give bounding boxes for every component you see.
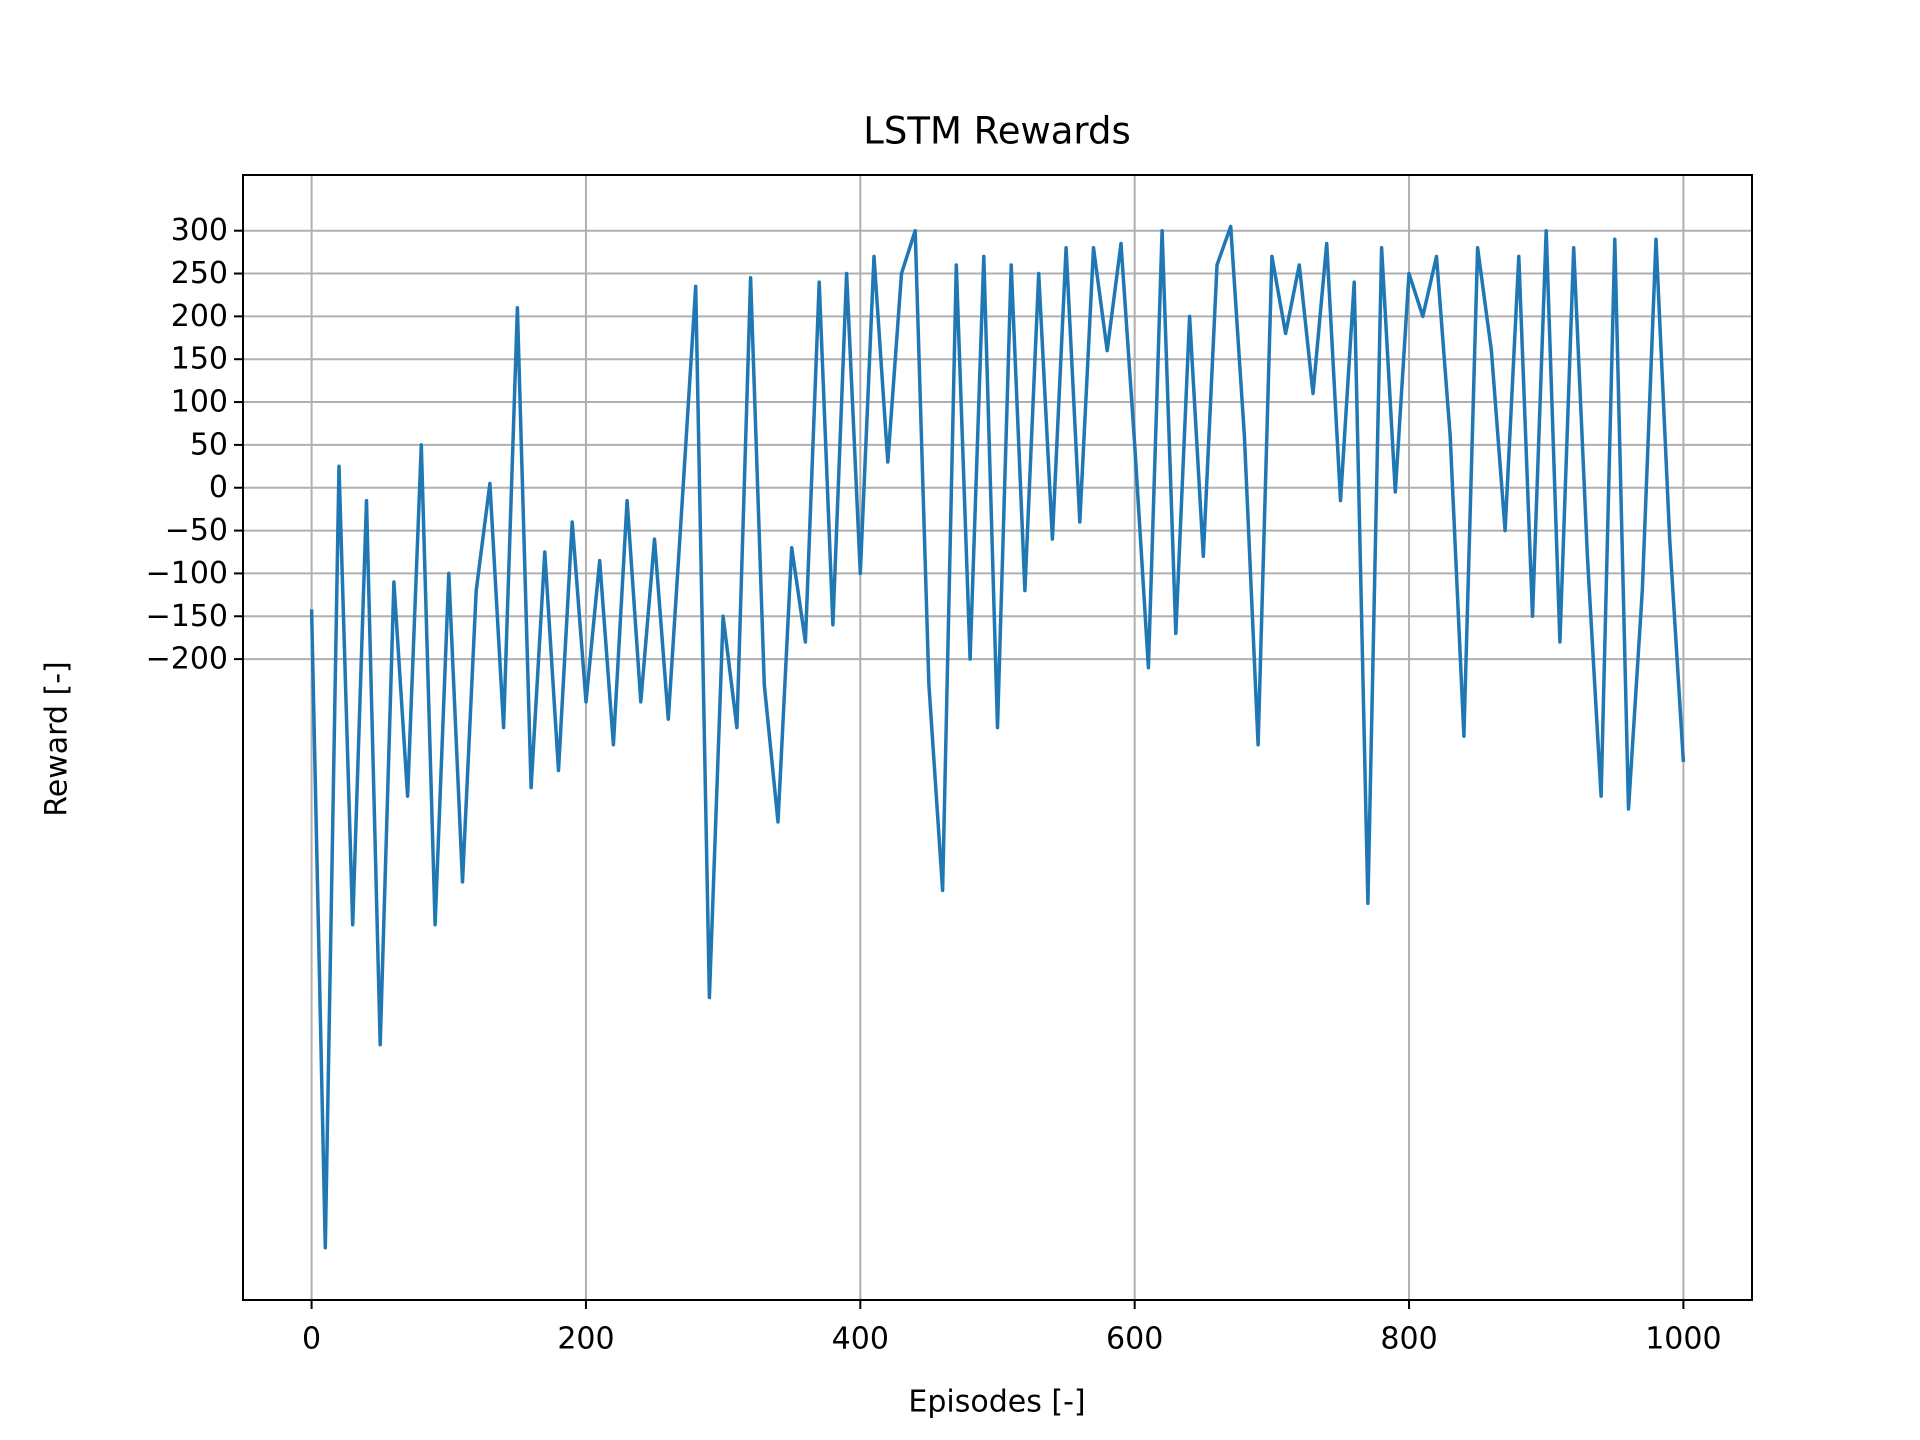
chart-title: LSTM Rewards [863,110,1130,153]
plot-frame [242,174,1753,1301]
x-axis-label: Episodes [-] [908,1385,1085,1420]
y-tick-label: 100 [171,385,228,420]
x-tick-label: 800 [1380,1322,1437,1357]
y-tick-label: 250 [171,256,228,291]
y-tick-label: 0 [209,470,228,505]
y-tick-label: 150 [171,342,228,377]
y-tick-label: 50 [190,427,228,462]
x-tick-label: 200 [557,1322,614,1357]
x-tick-label: 600 [1106,1322,1163,1357]
x-tick-label: 1000 [1645,1322,1721,1357]
x-tick-label: 0 [302,1322,321,1357]
y-tick-label: −200 [146,642,228,677]
y-axis-label: Reward [-] [40,661,75,817]
data-line [309,224,1686,1250]
y-tick-label: −100 [146,556,228,591]
y-tick-label: 300 [171,213,228,248]
y-tick-label: −50 [165,513,228,548]
y-tick-label: −150 [146,599,228,634]
x-tick-label: 400 [832,1322,889,1357]
y-tick-label: 200 [171,299,228,334]
